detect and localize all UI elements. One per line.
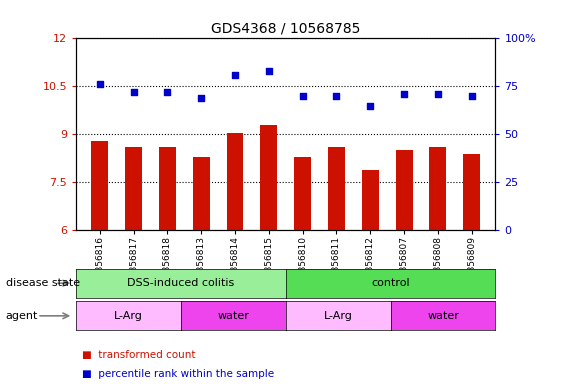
Point	[264, 68, 273, 74]
Bar	[159, 147, 176, 230]
Title: GDS4368 / 10568785: GDS4368 / 10568785	[211, 22, 360, 36]
Bar	[294, 157, 311, 230]
Text: water: water	[217, 311, 249, 321]
Text: L-Arg: L-Arg	[114, 311, 143, 321]
Point	[298, 93, 307, 99]
Text: water: water	[427, 311, 459, 321]
Point	[129, 89, 138, 95]
Bar	[463, 154, 480, 230]
Bar	[125, 147, 142, 230]
Text: ■  percentile rank within the sample: ■ percentile rank within the sample	[82, 369, 274, 379]
Text: L-Arg: L-Arg	[324, 311, 352, 321]
Bar	[328, 147, 345, 230]
Point	[467, 93, 476, 99]
Text: ■  transformed count: ■ transformed count	[82, 350, 195, 360]
Point	[196, 95, 205, 101]
Bar	[430, 147, 446, 230]
Bar	[91, 141, 108, 230]
Point	[95, 81, 104, 88]
Point	[434, 91, 443, 97]
Point	[332, 93, 341, 99]
Point	[400, 91, 409, 97]
Text: control: control	[371, 278, 410, 288]
Bar	[226, 133, 243, 230]
Text: DSS-induced colitis: DSS-induced colitis	[127, 278, 234, 288]
Text: disease state: disease state	[6, 278, 80, 288]
Bar	[396, 151, 413, 230]
Point	[366, 103, 375, 109]
Bar	[260, 125, 277, 230]
Point	[230, 72, 239, 78]
Bar	[193, 157, 209, 230]
Point	[163, 89, 172, 95]
Bar	[362, 170, 379, 230]
Text: agent: agent	[6, 311, 38, 321]
